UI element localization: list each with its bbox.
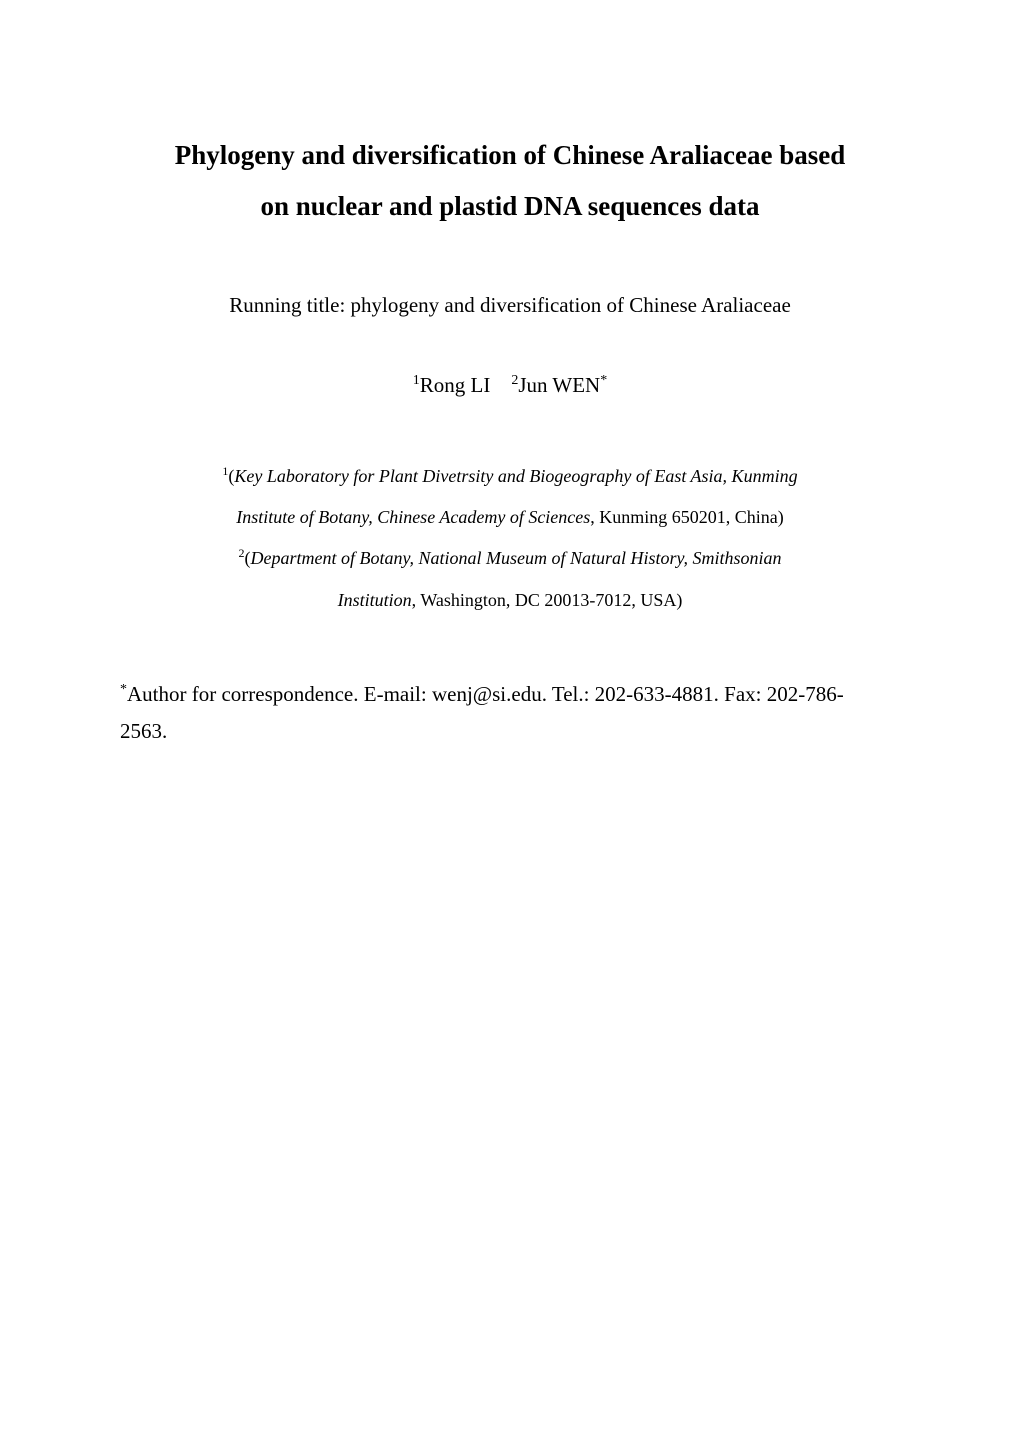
affiliation-2-line2-italic: Institution — [338, 590, 412, 610]
author-list: 1Rong LI 2Jun WEN* — [120, 373, 900, 398]
affiliation-1-line1-italic: Key Laboratory for Plant Divetrsity and … — [234, 466, 797, 486]
correspondence-line2: 2563. — [120, 713, 900, 750]
paper-title: Phylogeny and diversification of Chinese… — [120, 130, 900, 233]
affiliation-2: 2(Department of Botany, National Museum … — [120, 538, 900, 579]
correspondence-text-1: Author for correspondence. E-mail: wenj@… — [127, 682, 844, 706]
affiliation-2-line2: Institution, Washington, DC 20013-7012, … — [120, 580, 900, 621]
affiliations: 1(Key Laboratory for Plant Divetrsity an… — [120, 456, 900, 622]
author-2-name: Jun WEN — [518, 373, 600, 397]
author-1-name: Rong LI — [420, 373, 491, 397]
author-spacer — [490, 373, 511, 397]
affiliation-2-line1-italic: Department of Botany, National Museum of… — [251, 548, 782, 568]
affiliation-1: 1(Key Laboratory for Plant Divetrsity an… — [120, 456, 900, 497]
correspondence-line1: *Author for correspondence. E-mail: wenj… — [120, 676, 900, 713]
affiliation-2-line2-plain: , Washington, DC 20013-7012, USA) — [412, 590, 683, 610]
running-title: Running title: phylogeny and diversifica… — [120, 293, 900, 318]
title-line-2: on nuclear and plastid DNA sequences dat… — [120, 181, 900, 232]
affiliation-1-line2-italic: Institute of Botany, Chinese Academy of … — [236, 507, 590, 527]
correspondence-sup: * — [120, 682, 127, 697]
affiliation-1-line2-plain: , Kunming 650201, China) — [590, 507, 784, 527]
author-1-sup: 1 — [413, 373, 420, 388]
title-line-1: Phylogeny and diversification of Chinese… — [120, 130, 900, 181]
author-2-corr-mark: * — [600, 373, 607, 388]
correspondence: *Author for correspondence. E-mail: wenj… — [120, 676, 900, 750]
affiliation-1-line2: Institute of Botany, Chinese Academy of … — [120, 497, 900, 538]
